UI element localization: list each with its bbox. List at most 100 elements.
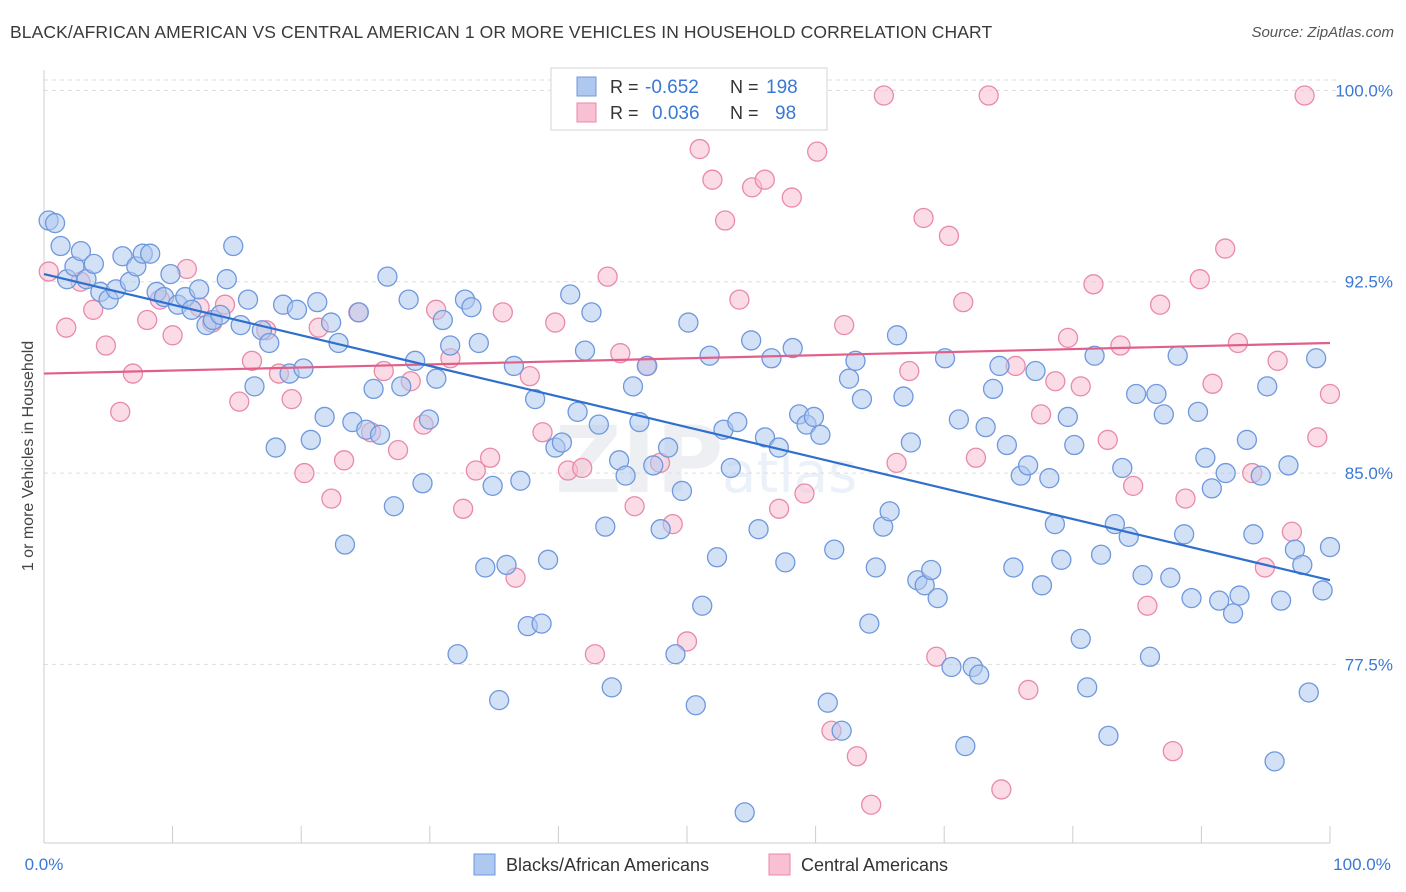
- central-american-point: [965, 447, 987, 468]
- black-african-american-point: [447, 644, 468, 665]
- central-american-point: [1137, 595, 1158, 616]
- central-american-point: [597, 266, 618, 287]
- black-african-american-point: [1064, 434, 1085, 456]
- black-african-american-point: [1250, 465, 1271, 486]
- central-american-point: [913, 207, 934, 229]
- black-african-american-point: [678, 312, 699, 333]
- black-african-american-point: [900, 432, 922, 453]
- central-american-point: [1018, 679, 1039, 701]
- black-african-american-point: [824, 539, 845, 560]
- legend-r-value-pink: 0.036: [652, 103, 700, 124]
- black-african-american-point: [1153, 404, 1174, 425]
- black-african-american-point: [975, 417, 996, 438]
- central-american-point: [1057, 327, 1079, 349]
- source-credit: Source: ZipAtlas.com: [1251, 24, 1394, 41]
- black-african-american-point: [727, 411, 748, 433]
- black-african-american-point: [969, 664, 990, 685]
- black-african-american-point: [44, 212, 66, 234]
- central-american-point: [1175, 488, 1196, 509]
- black-african-american-point: [1243, 524, 1264, 545]
- central-american-trend-line: [43, 341, 1331, 375]
- legend-pink-swatch: [576, 102, 597, 123]
- y-tick-label: 92.5%: [1345, 273, 1393, 292]
- black-african-american-point: [140, 243, 161, 264]
- central-american-point: [754, 169, 775, 190]
- central-american-point: [610, 343, 631, 364]
- black-african-american-point: [810, 424, 831, 445]
- x-tick-labels: 0.0% 100.0%: [25, 855, 1391, 874]
- black-african-american-point: [1051, 549, 1072, 570]
- central-american-point: [333, 450, 355, 471]
- black-african-american-point: [112, 246, 133, 267]
- black-african-american-point: [412, 473, 433, 494]
- black-african-american-point: [426, 368, 447, 389]
- central-american-point: [886, 452, 907, 474]
- central-american-point: [241, 350, 263, 371]
- black-african-american-point: [588, 414, 609, 435]
- central-american-point: [1254, 557, 1276, 578]
- black-african-american-point: [636, 355, 657, 377]
- black-african-american-point: [1125, 383, 1147, 405]
- black-african-american-point: [817, 692, 838, 713]
- black-african-american-point: [886, 325, 908, 346]
- x-tick-label: 0.0%: [25, 855, 64, 874]
- black-african-american-point: [706, 547, 728, 568]
- central-american-point: [926, 646, 947, 667]
- central-american-point: [1307, 427, 1328, 448]
- central-american-point: [1097, 429, 1118, 451]
- central-american-point: [532, 422, 553, 443]
- black-african-american-point: [1278, 455, 1299, 476]
- central-american-point: [676, 631, 698, 652]
- black-african-american-point: [237, 289, 259, 310]
- black-african-american-point: [650, 519, 671, 540]
- central-american-point: [56, 317, 77, 338]
- central-american-point: [1070, 376, 1091, 397]
- black-african-american-point: [1146, 383, 1167, 405]
- black-african-american-point: [734, 802, 755, 823]
- bottom-legend-blue-swatch: [473, 853, 496, 876]
- black-african-american-point: [160, 263, 181, 285]
- central-american-point: [572, 457, 593, 479]
- black-african-american-point: [1236, 429, 1258, 451]
- black-african-american-point: [560, 284, 581, 305]
- black-african-american-point: [1039, 468, 1060, 489]
- bottom-legend-blue-label: Blacks/African Americans: [506, 855, 709, 875]
- black-african-american-point: [761, 348, 782, 369]
- black-african-american-point: [657, 437, 679, 458]
- black-african-american-point: [851, 388, 873, 410]
- axes: [43, 70, 1331, 844]
- black-african-american-point: [1229, 585, 1250, 606]
- black-african-american-point: [1270, 590, 1292, 611]
- central-american-point: [1215, 238, 1236, 259]
- black-african-american-point: [1209, 590, 1230, 611]
- black-african-american-point: [948, 409, 970, 430]
- central-american-point: [1294, 85, 1315, 106]
- black-african-american-point: [1077, 677, 1098, 698]
- central-american-point: [1281, 521, 1303, 542]
- black-african-american-point: [1222, 603, 1244, 624]
- black-african-american-point: [70, 240, 92, 262]
- central-american-point: [873, 85, 895, 106]
- black-african-american-point: [1312, 580, 1333, 601]
- central-american-point: [1227, 332, 1249, 354]
- black-african-american-point: [927, 587, 948, 609]
- black-african-american-point: [348, 302, 369, 323]
- black-african-american-point: [1319, 536, 1341, 558]
- black-african-american-point: [418, 409, 440, 430]
- black-african-american-point: [859, 613, 880, 634]
- black-african-american-point: [223, 235, 244, 257]
- black-african-american-point: [488, 689, 510, 711]
- black-african-american-point: [803, 406, 825, 428]
- central-american-point: [452, 498, 474, 519]
- trend-lines: [43, 273, 1331, 582]
- black-african-american-point: [1084, 345, 1105, 366]
- black-african-american-point: [1017, 455, 1039, 476]
- central-american-point: [953, 292, 974, 313]
- central-american-point: [1162, 741, 1183, 762]
- legend-n-value-blue: 198: [766, 77, 798, 98]
- black-african-american-point: [1187, 401, 1209, 423]
- black-african-american-point: [468, 332, 489, 354]
- central-american-point: [229, 391, 250, 412]
- black-african-american-point: [574, 340, 596, 361]
- legend-r-label: R =: [610, 77, 639, 97]
